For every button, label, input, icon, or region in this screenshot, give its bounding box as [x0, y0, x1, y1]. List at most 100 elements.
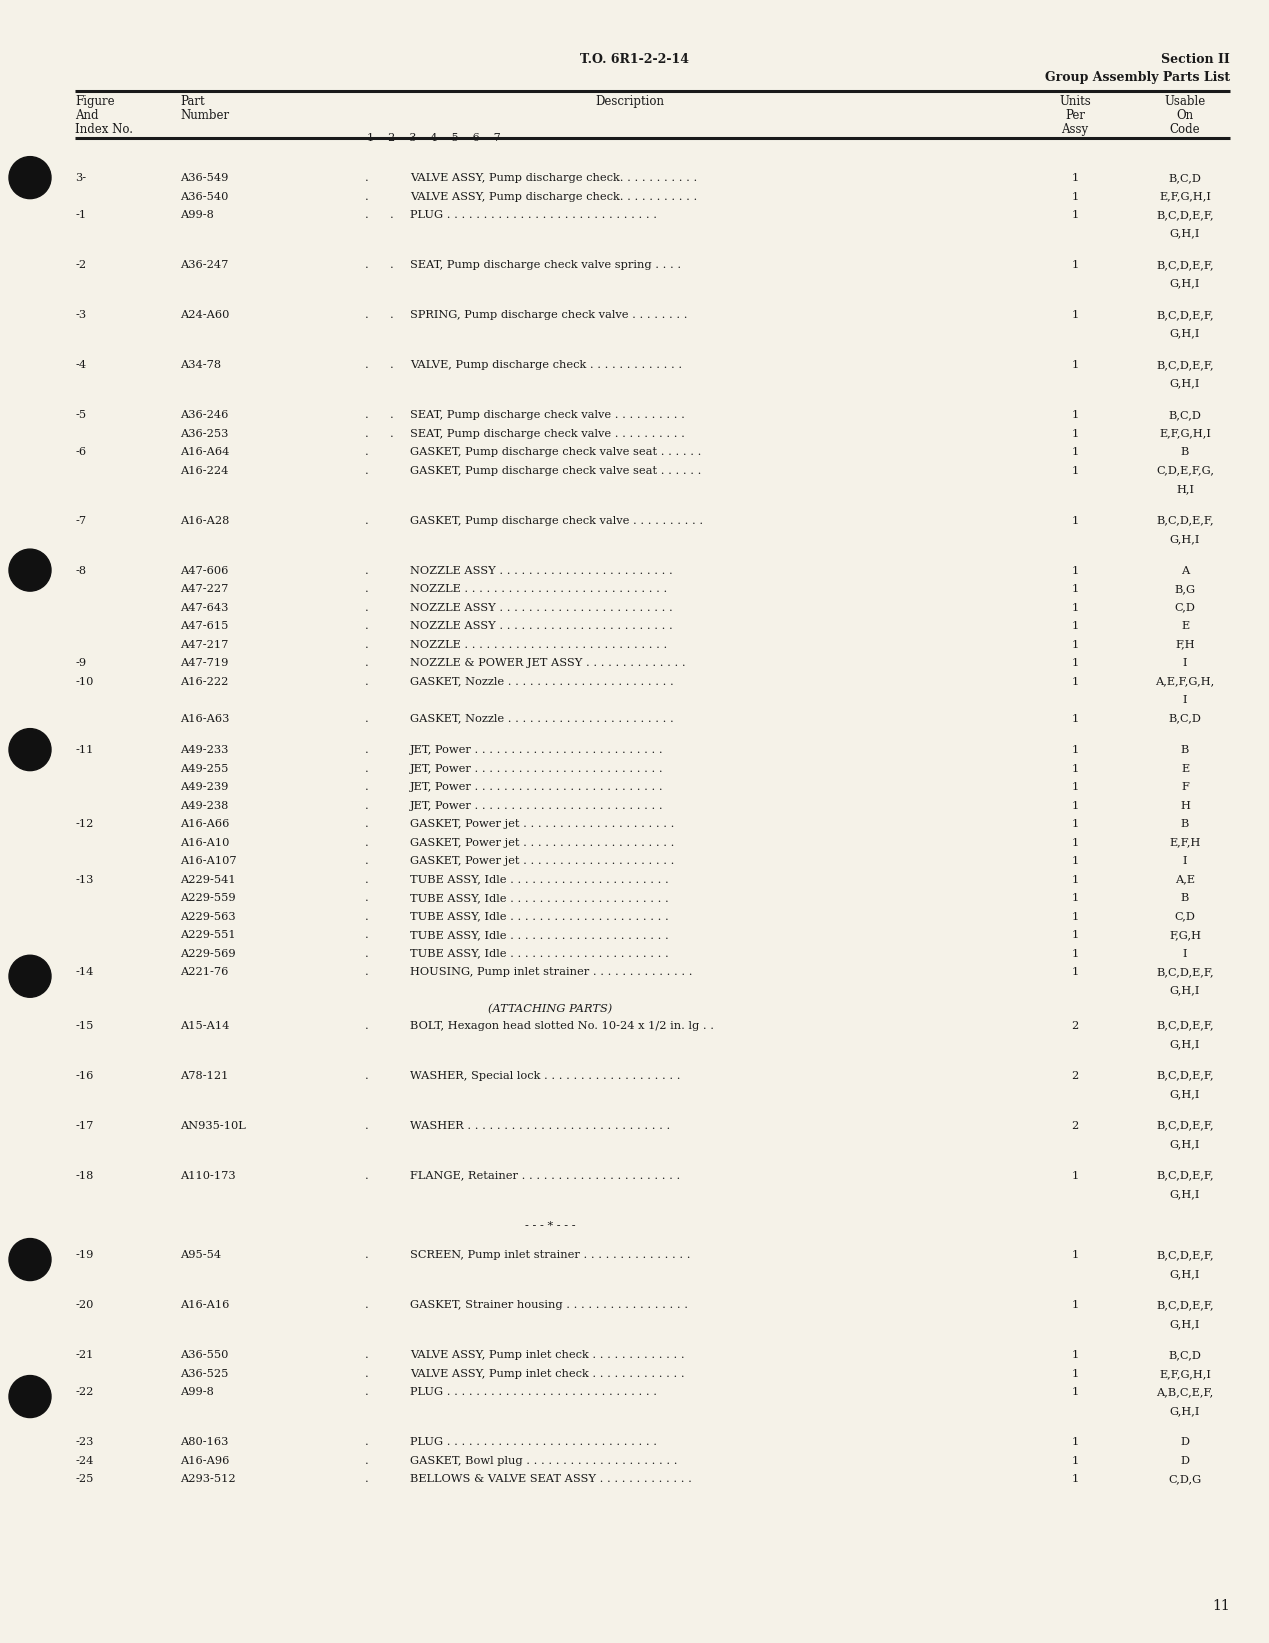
Text: VALVE ASSY, Pump inlet check . . . . . . . . . . . . .: VALVE ASSY, Pump inlet check . . . . . .… — [410, 1369, 684, 1378]
Text: .: . — [365, 713, 369, 723]
Text: -13: -13 — [75, 874, 94, 884]
Text: BOLT, Hexagon head slotted No. 10-24 x 1/2 in. lg . .: BOLT, Hexagon head slotted No. 10-24 x 1… — [410, 1020, 714, 1030]
Text: .: . — [365, 968, 369, 978]
Text: C,D,G: C,D,G — [1169, 1474, 1202, 1484]
Text: .: . — [365, 360, 369, 370]
Text: A36-549: A36-549 — [180, 173, 228, 182]
Text: I: I — [1183, 856, 1188, 866]
Text: GASKET, Power jet . . . . . . . . . . . . . . . . . . . . .: GASKET, Power jet . . . . . . . . . . . … — [410, 818, 674, 830]
Text: -8: -8 — [75, 565, 86, 575]
Text: NOZZLE . . . . . . . . . . . . . . . . . . . . . . . . . . . .: NOZZLE . . . . . . . . . . . . . . . . .… — [410, 583, 667, 595]
Text: 1: 1 — [1071, 603, 1079, 613]
Text: G,H,I: G,H,I — [1170, 534, 1200, 544]
Text: A,B,C,E,F,: A,B,C,E,F, — [1156, 1387, 1213, 1397]
Text: A16-A66: A16-A66 — [180, 818, 230, 830]
Text: G,H,I: G,H,I — [1170, 1406, 1200, 1416]
Text: E: E — [1181, 621, 1189, 631]
Text: 1: 1 — [1071, 657, 1079, 669]
Text: G,H,I: G,H,I — [1170, 986, 1200, 996]
Text: 1: 1 — [1071, 713, 1079, 723]
Text: -23: -23 — [75, 1438, 94, 1447]
Text: .: . — [365, 516, 369, 526]
Text: 1: 1 — [1071, 874, 1079, 884]
Text: Index No.: Index No. — [75, 123, 133, 136]
Text: .: . — [365, 565, 369, 575]
Text: E,F,G,H,I: E,F,G,H,I — [1159, 429, 1211, 439]
Text: A36-550: A36-550 — [180, 1351, 228, 1360]
Text: .: . — [390, 210, 393, 220]
Text: GASKET, Pump discharge check valve seat . . . . . .: GASKET, Pump discharge check valve seat … — [410, 465, 702, 475]
Text: .: . — [365, 583, 369, 595]
Text: B,C,D: B,C,D — [1169, 1351, 1202, 1360]
Text: A49-255: A49-255 — [180, 764, 228, 774]
Text: -22: -22 — [75, 1387, 94, 1397]
Text: G,H,I: G,H,I — [1170, 279, 1200, 289]
Text: 1: 1 — [1071, 930, 1079, 940]
Text: SCREEN, Pump inlet strainer . . . . . . . . . . . . . . .: SCREEN, Pump inlet strainer . . . . . . … — [410, 1250, 690, 1260]
Text: A293-512: A293-512 — [180, 1474, 236, 1484]
Text: A47-615: A47-615 — [180, 621, 228, 631]
Text: C,D: C,D — [1175, 912, 1195, 922]
Text: .: . — [365, 744, 369, 756]
Text: -2: -2 — [75, 260, 86, 269]
Circle shape — [9, 728, 51, 771]
Text: NOZZLE . . . . . . . . . . . . . . . . . . . . . . . . . . . .: NOZZLE . . . . . . . . . . . . . . . . .… — [410, 639, 667, 649]
Text: A36-246: A36-246 — [180, 411, 228, 421]
Text: I: I — [1183, 695, 1188, 705]
Text: .: . — [365, 764, 369, 774]
Text: 1: 1 — [1071, 1351, 1079, 1360]
Text: Section II: Section II — [1161, 53, 1230, 66]
Text: 1: 1 — [1071, 173, 1079, 182]
Text: .: . — [390, 411, 393, 421]
Text: A16-A10: A16-A10 — [180, 838, 230, 848]
Text: E: E — [1181, 764, 1189, 774]
Text: A47-606: A47-606 — [180, 565, 228, 575]
Text: .: . — [365, 657, 369, 669]
Text: G,H,I: G,H,I — [1170, 228, 1200, 238]
Text: A16-222: A16-222 — [180, 677, 228, 687]
Text: B,C,D: B,C,D — [1169, 173, 1202, 182]
Text: B,C,D,E,F,: B,C,D,E,F, — [1156, 1300, 1214, 1311]
Text: A34-78: A34-78 — [180, 360, 221, 370]
Text: A16-A28: A16-A28 — [180, 516, 230, 526]
Text: .: . — [365, 192, 369, 202]
Text: -12: -12 — [75, 818, 94, 830]
Text: .: . — [365, 1071, 369, 1081]
Text: .: . — [365, 311, 369, 320]
Text: .: . — [365, 173, 369, 182]
Text: GASKET, Bowl plug . . . . . . . . . . . . . . . . . . . . .: GASKET, Bowl plug . . . . . . . . . . . … — [410, 1456, 678, 1466]
Text: A47-227: A47-227 — [180, 583, 228, 595]
Text: 1: 1 — [1071, 447, 1079, 457]
Text: GASKET, Strainer housing . . . . . . . . . . . . . . . . .: GASKET, Strainer housing . . . . . . . .… — [410, 1300, 688, 1311]
Text: A36-525: A36-525 — [180, 1369, 228, 1378]
Text: E,F,G,H,I: E,F,G,H,I — [1159, 1369, 1211, 1378]
Text: SEAT, Pump discharge check valve . . . . . . . . . .: SEAT, Pump discharge check valve . . . .… — [410, 411, 685, 421]
Text: Units: Units — [1060, 95, 1091, 108]
Text: 1: 1 — [1071, 948, 1079, 958]
Text: A16-A107: A16-A107 — [180, 856, 236, 866]
Text: -1: -1 — [75, 210, 86, 220]
Text: 1: 1 — [1071, 583, 1079, 595]
Text: .: . — [365, 465, 369, 475]
Text: -15: -15 — [75, 1020, 94, 1030]
Text: .: . — [365, 800, 369, 810]
Text: 3-: 3- — [75, 173, 86, 182]
Text: .: . — [365, 1438, 369, 1447]
Text: A99-8: A99-8 — [180, 1387, 214, 1397]
Text: 2: 2 — [1071, 1020, 1079, 1030]
Text: And: And — [75, 108, 99, 122]
Text: 1: 1 — [1071, 968, 1079, 978]
Text: SPRING, Pump discharge check valve . . . . . . . .: SPRING, Pump discharge check valve . . .… — [410, 311, 688, 320]
Text: B: B — [1181, 447, 1189, 457]
Text: PLUG . . . . . . . . . . . . . . . . . . . . . . . . . . . . .: PLUG . . . . . . . . . . . . . . . . . .… — [410, 210, 657, 220]
Text: 1: 1 — [1071, 311, 1079, 320]
Text: A229-569: A229-569 — [180, 948, 236, 958]
Text: B,C,D,E,F,: B,C,D,E,F, — [1156, 1121, 1214, 1130]
Text: 1: 1 — [1071, 639, 1079, 649]
Text: .: . — [365, 1250, 369, 1260]
Text: -20: -20 — [75, 1300, 94, 1311]
Text: NOZZLE ASSY . . . . . . . . . . . . . . . . . . . . . . . .: NOZZLE ASSY . . . . . . . . . . . . . . … — [410, 621, 673, 631]
Text: .: . — [365, 1351, 369, 1360]
Text: B,C,D,E,F,: B,C,D,E,F, — [1156, 1071, 1214, 1081]
Text: A95-54: A95-54 — [180, 1250, 221, 1260]
